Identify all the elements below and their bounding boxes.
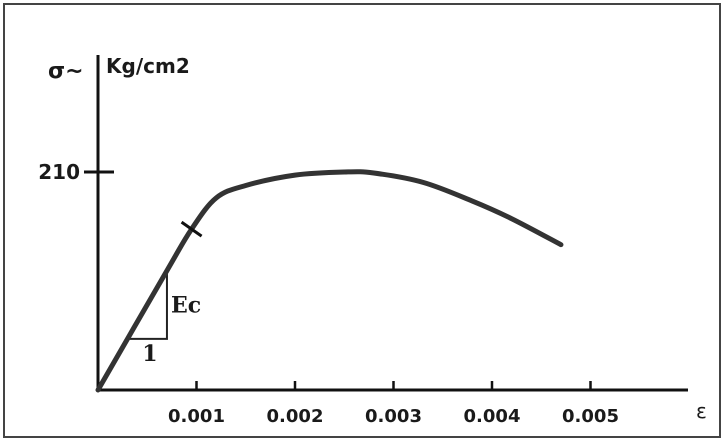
y-tick-label: 210 <box>38 160 80 184</box>
stress-strain-curve <box>95 169 564 393</box>
x-tick-label: 0.001 <box>168 406 225 427</box>
slope-triangle: Ec 1 <box>127 270 201 367</box>
x-tick-label: 0.002 <box>267 406 324 427</box>
x-tick-group: 0.001 0.002 0.003 0.004 0.005 <box>168 381 619 427</box>
x-tick-label: 0.003 <box>365 406 422 427</box>
curve-marker <box>180 220 203 238</box>
x-tick-label: 0.004 <box>464 406 521 427</box>
y-axis-symbol: σ~ <box>48 59 84 84</box>
slope-triangle-lines <box>127 270 168 340</box>
x-tick-label: 0.005 <box>562 406 619 427</box>
y-tick-group: 210 <box>38 160 114 184</box>
run-label: 1 <box>142 341 157 367</box>
x-axis-label: ε <box>696 399 707 423</box>
chart-border <box>3 3 721 438</box>
slope-label: Ec <box>171 293 201 319</box>
y-axis-unit: Kg/cm2 <box>106 54 190 78</box>
